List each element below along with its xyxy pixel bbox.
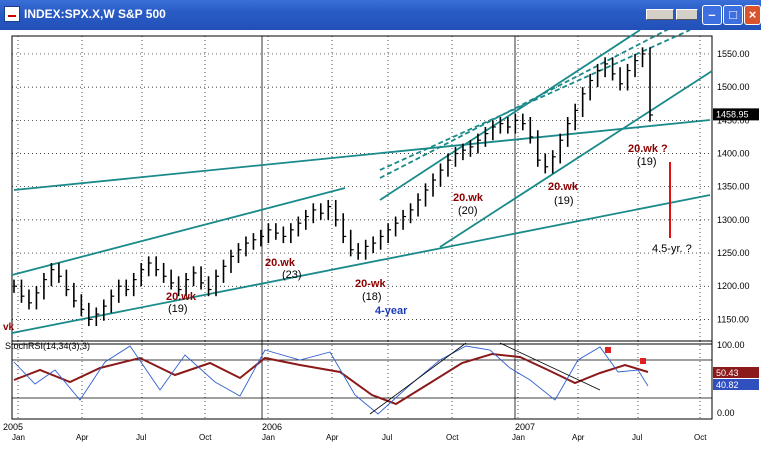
cycle-annotation: 4.5-yr. ? [652, 243, 692, 255]
price-tick-label: 1250.00 [717, 248, 750, 258]
cycle-annotation: (23) [282, 269, 302, 281]
price-bars [13, 47, 653, 327]
cycle-annotations: 20.wk(19)20.wk(23)20-wk(18)4-year20.wk(2… [166, 143, 692, 317]
indicator-panel-border [11, 340, 713, 420]
stochrsi-fast-line [13, 345, 649, 415]
stochrsi-panel: StochRSI(14,34(3),3) 100.00 0.00 50.43 40.82 [5, 340, 759, 418]
indicator-tick-label: 0.00 [717, 408, 735, 418]
month-label: Jan [262, 433, 275, 442]
price-axis: 1550.001500.001450.001400.001350.001300.… [3, 49, 759, 333]
chart-area: 1550.001500.001450.001400.001350.001300.… [0, 17, 761, 446]
cycle-annotation: 20-wk [355, 278, 386, 290]
stochrsi-signal-line [13, 352, 649, 406]
window-title: INDEX:SPX.X,W S&P 500 [24, 7, 166, 21]
left-stub-label: vk [3, 322, 15, 333]
month-label: Jul [632, 433, 642, 442]
title-bar[interactable]: INDEX:SPX.X,W S&P 500 – □ × [0, 0, 761, 30]
cycle-annotation: (19) [637, 156, 657, 168]
trend-line [11, 187, 346, 276]
price-tick-label: 1350.00 [717, 182, 750, 192]
cycle-annotation: 4-year [375, 305, 408, 317]
price-tick-label: 1550.00 [717, 49, 750, 59]
last-price-label: 1458.95 [716, 109, 749, 119]
indicator-label: StochRSI(14,34(3),3) [5, 341, 90, 351]
month-label: Jul [382, 433, 392, 442]
month-label: Apr [326, 433, 339, 442]
month-label: Oct [694, 433, 707, 442]
trend-line [11, 194, 711, 334]
cycle-annotation: 20.wk ? [628, 143, 668, 155]
minimize-button[interactable]: – [702, 5, 722, 25]
cycle-annotation: 20.wk [548, 181, 579, 193]
indicator-readout: 40.82 [716, 380, 739, 390]
month-label: Apr [572, 433, 585, 442]
trend-channels [11, 17, 713, 334]
cycle-annotation: (20) [458, 205, 478, 217]
price-tick-label: 1400.00 [717, 149, 750, 159]
month-label: Oct [199, 433, 212, 442]
price-tick-label: 1150.00 [717, 314, 749, 324]
price-tick-label: 1200.00 [717, 281, 750, 291]
minimize-icon: – [708, 7, 716, 22]
year-label: 2006 [262, 422, 282, 432]
year-label: 2007 [515, 422, 535, 432]
cycle-annotation: 20.wk [166, 291, 197, 303]
toolbar-mini-button-2[interactable] [676, 9, 698, 20]
price-tick-label: 1500.00 [717, 82, 750, 92]
divergence-line [499, 342, 601, 391]
trend-line [379, 29, 691, 171]
readout-box [713, 379, 759, 390]
year-label: 2005 [3, 422, 23, 432]
month-label: Jul [136, 433, 146, 442]
month-label: Oct [446, 433, 459, 442]
maximize-button[interactable]: □ [723, 5, 743, 25]
trend-line [13, 119, 711, 191]
close-button[interactable]: × [744, 5, 761, 25]
peak-marker [605, 347, 611, 353]
divergence-line [369, 342, 467, 415]
cycle-annotation: (19) [554, 195, 574, 207]
cycle-annotation: 20.wk [265, 257, 296, 269]
month-label: Jan [12, 433, 25, 442]
price-panel-border [11, 35, 713, 345]
trend-line [379, 29, 641, 201]
chart-app-icon[interactable] [4, 6, 20, 22]
month-label: Jan [512, 433, 525, 442]
maximize-icon: □ [729, 7, 737, 22]
price-tick-label: 1300.00 [717, 215, 750, 225]
trend-line [379, 17, 691, 179]
readout-box [713, 367, 759, 378]
close-icon: × [748, 7, 757, 22]
cycle-annotation: (18) [362, 291, 382, 303]
indicator-tick-label: 100.00 [717, 340, 745, 350]
trend-line [439, 70, 713, 248]
month-label: Apr [76, 433, 89, 442]
last-price-box [713, 108, 759, 121]
cycle-annotation: (19) [168, 303, 188, 315]
toolbar-mini-button-1[interactable] [646, 9, 674, 20]
peak-marker [640, 358, 646, 364]
price-chart-svg: 1550.001500.001450.001400.001350.001300.… [0, 17, 761, 446]
chart-grid [11, 35, 713, 420]
indicator-readout: 50.43 [716, 368, 739, 378]
cycle-annotation: 20.wk [453, 192, 484, 204]
